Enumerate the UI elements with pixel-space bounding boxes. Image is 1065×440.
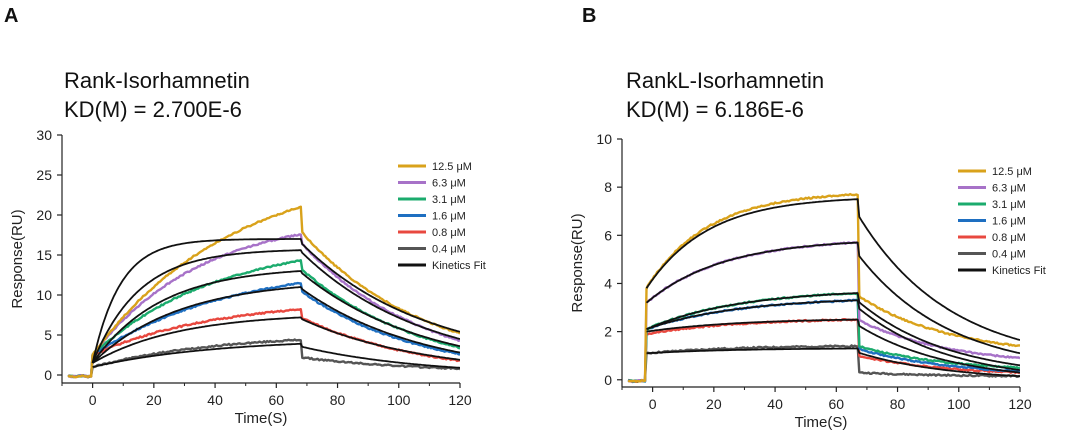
panel-a: A Rank-Isorhamnetin KD(M) = 2.700E-6 0 20… [4,5,486,427]
x-tick-label: 60 [269,392,285,408]
legend-label: 1.6 μM [432,211,466,223]
chart-subtitle-a: KD(M) = 2.700E-6 [64,97,242,122]
x-tick-label: 80 [890,396,906,412]
y-tick-label: 4 [604,275,612,291]
legend-label: 3.1 μM [992,199,1026,211]
legend-label: 12.5 μM [992,166,1032,178]
x-tick-label: 40 [207,392,223,408]
legend: 12.5 μM 6.3 μM 3.1 μM 1.6 μM 0.8 μM 0.4 μM Kin… [958,166,1046,277]
y-tick-label: 30 [36,127,52,143]
legend-label: 12.5 μM [432,161,472,173]
legend: 12.5 μM 6.3 μM 3.1 μM 1.6 μM 0.8 μM 0.4 μM Kin… [398,161,486,272]
legend-label: 6.3 μM [432,178,466,190]
x-axis-label: Time(S) [795,414,848,431]
x-tick-label: 120 [1008,396,1032,412]
x-tick-label: 80 [330,392,346,408]
x-tick-label: 20 [706,396,722,412]
x-tick-label: 20 [146,392,162,408]
x-tick-label: 100 [387,392,411,408]
plot-area-a: 0 20 40 60 80 100 120 0 5 10 15 20 25 30 Time(S) Respon… [9,127,486,427]
y-tick-label: 10 [36,287,52,303]
chart-subtitle-b: KD(M) = 6.186E-6 [626,97,804,122]
x-tick-label: 100 [947,396,971,412]
x-tick-label: 40 [767,396,783,412]
chart-title-b: RankL-Isorhamnetin [626,68,824,93]
x-tick-label: 0 [89,392,97,408]
x-axis-label: Time(S) [235,410,288,427]
plot-area-b: 0 20 40 60 80 100 120 0 2 4 6 8 10 Time(S) Response(RU… [569,131,1046,431]
legend-label: Kinetics Fit [992,265,1046,277]
y-tick-label: 0 [604,372,612,388]
legend-label: 1.6 μM [992,216,1026,228]
y-tick-label: 2 [604,324,612,340]
y-tick-label: 0 [44,367,52,383]
x-tick-label: 0 [649,396,657,412]
panel-b: B RankL-Isorhamnetin KD(M) = 6.186E-6 0 2… [569,5,1046,431]
figure-canvas: A Rank-Isorhamnetin KD(M) = 2.700E-6 0 20… [0,0,1065,440]
data-series-line [628,242,1020,382]
series-group [628,194,1020,382]
chart-title-a: Rank-Isorhamnetin [64,68,250,93]
legend-label: 0.8 μM [432,227,466,239]
kinetics-fit-line [93,250,460,363]
legend-label: Kinetics Fit [432,260,486,272]
kinetics-fit-line [647,243,1021,354]
y-tick-label: 25 [36,167,52,183]
kinetics-fit-line [93,271,460,363]
y-tick-label: 6 [604,227,612,243]
y-tick-label: 8 [604,179,612,195]
kinetics-fit-line [93,344,460,368]
kinetics-fit-line [647,293,1021,365]
y-axis-label: Response(RU) [9,209,26,308]
legend-label: 6.3 μM [992,183,1026,195]
legend-label: 0.4 μM [992,249,1026,261]
y-tick-label: 10 [596,131,612,147]
panel-label-b: B [582,5,596,27]
y-tick-label: 15 [36,247,52,263]
y-tick-label: 5 [44,327,52,343]
y-tick-label: 20 [36,207,52,223]
legend-label: 3.1 μM [432,194,466,206]
x-tick-label: 60 [829,396,845,412]
legend-label: 0.4 μM [432,244,466,256]
data-series-line [68,234,460,377]
legend-label: 0.8 μM [992,232,1026,244]
panel-label-a: A [4,5,18,27]
kinetics-fit-line [647,349,1021,377]
x-tick-label: 120 [448,392,472,408]
y-axis-label: Response(RU) [569,213,586,312]
